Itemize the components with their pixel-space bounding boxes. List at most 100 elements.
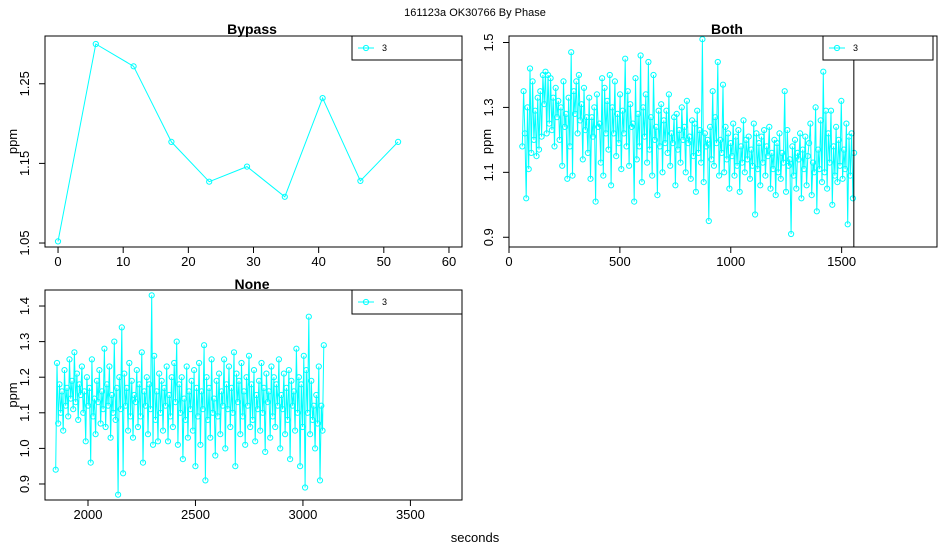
data-point — [85, 402, 92, 409]
data-point — [829, 201, 836, 208]
data-point — [547, 75, 554, 82]
data-point — [636, 143, 643, 150]
data-point — [218, 388, 225, 395]
data-point — [101, 345, 108, 352]
data-point — [628, 123, 635, 131]
data-point — [577, 117, 584, 124]
data-point — [624, 88, 631, 95]
data-point — [741, 169, 748, 176]
data-point — [293, 345, 300, 352]
data-point — [700, 179, 707, 186]
data-point — [723, 156, 730, 163]
data-point — [182, 416, 189, 423]
data-point — [803, 182, 810, 189]
data-point — [842, 166, 849, 173]
data-point — [794, 149, 801, 156]
data-point — [755, 140, 763, 147]
data-point — [528, 149, 535, 156]
data-point — [788, 230, 795, 238]
data-point — [613, 153, 620, 160]
x-tick-label: 60 — [442, 254, 456, 269]
y-tick-label: 1.2 — [17, 368, 32, 386]
data-point — [230, 349, 238, 356]
data-point — [555, 97, 562, 105]
data-point — [573, 78, 580, 85]
data-point — [234, 399, 241, 406]
data-point — [708, 156, 715, 163]
legend-marker-swatch — [362, 298, 370, 306]
data-point — [133, 367, 140, 374]
data-point — [600, 172, 607, 179]
data-point — [533, 153, 540, 160]
data-point — [313, 391, 320, 399]
data-point — [615, 140, 622, 147]
data-point — [216, 370, 223, 377]
data-point — [120, 470, 127, 477]
data-point — [593, 91, 601, 98]
data-point — [263, 370, 270, 377]
data-point — [297, 463, 304, 470]
data-point — [125, 427, 132, 434]
data-point — [237, 431, 244, 438]
data-point — [570, 88, 577, 95]
data-point — [278, 391, 285, 399]
data-point — [156, 370, 163, 377]
data-point — [833, 123, 840, 131]
data-point — [164, 438, 172, 445]
data-point — [144, 431, 152, 438]
data-point — [681, 123, 688, 131]
data-point — [731, 172, 738, 179]
data-point — [222, 445, 229, 452]
y-tick-label: 0.9 — [17, 475, 32, 493]
data-point — [556, 136, 563, 143]
data-point — [304, 409, 311, 416]
data-point — [710, 162, 718, 169]
data-point — [202, 477, 209, 484]
data-point — [609, 104, 616, 111]
legend-marker-swatch — [833, 44, 841, 52]
data-point — [309, 416, 316, 423]
data-point — [303, 367, 310, 374]
data-point — [395, 138, 402, 145]
x-tick-label: 50 — [377, 254, 391, 269]
data-point — [98, 388, 106, 395]
data-point — [147, 406, 154, 413]
data-point — [142, 402, 149, 409]
data-point — [789, 143, 796, 150]
data-point — [811, 169, 818, 176]
data-point — [644, 159, 651, 166]
data-point — [578, 101, 585, 108]
data-point — [669, 140, 676, 147]
data-point — [620, 130, 628, 137]
data-point — [316, 477, 324, 484]
data-point — [224, 406, 231, 413]
data-point — [790, 172, 797, 179]
data-point — [199, 406, 206, 413]
data-point — [812, 104, 819, 111]
data-point — [294, 409, 301, 416]
data-point — [602, 130, 610, 137]
data-point — [194, 413, 201, 420]
data-point — [524, 104, 531, 111]
data-point — [193, 384, 200, 391]
data-point — [551, 143, 558, 150]
data-point — [173, 338, 180, 345]
data-point — [287, 456, 294, 463]
plot-frame — [44, 35, 463, 248]
data-point — [181, 395, 188, 402]
data-point — [759, 159, 766, 166]
data-point — [739, 159, 746, 166]
data-point — [233, 370, 240, 377]
data-point — [719, 81, 727, 88]
data-point — [785, 162, 792, 169]
legend-marker-swatch — [362, 44, 370, 52]
data-point — [704, 136, 711, 143]
data-point — [519, 143, 526, 150]
legend: 3 — [822, 35, 934, 61]
data-point — [250, 367, 258, 374]
data-point — [655, 107, 662, 114]
y-tick-label: 1.1 — [17, 404, 32, 422]
data-point — [659, 169, 666, 176]
panel-title: Both — [711, 21, 743, 37]
data-point — [552, 84, 559, 92]
